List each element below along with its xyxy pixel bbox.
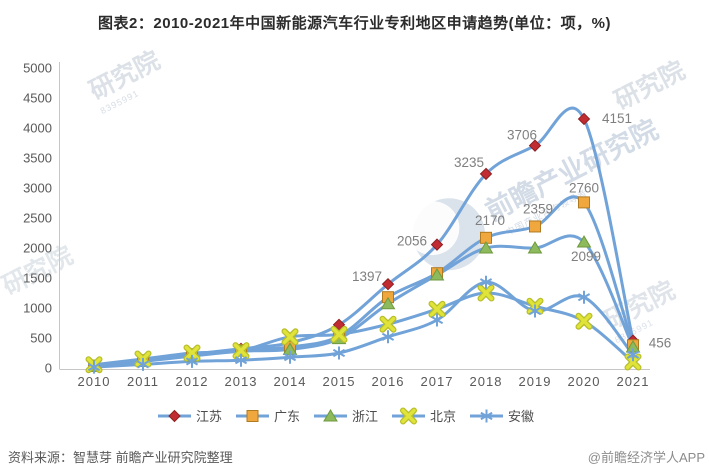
y-tick-label: 1500 <box>23 271 52 286</box>
x-tick-label: 2015 <box>323 374 356 389</box>
watermark-logo-cut <box>405 201 460 256</box>
axis-labels: 0 500 1000 1500 2000 2500 3000 3500 4000 4500 5000… <box>23 61 650 390</box>
triangle-marker-zhejiang <box>380 296 396 310</box>
legend-label-guangdong: 广东 <box>274 409 300 424</box>
y-tick-label: 2000 <box>23 241 52 256</box>
diamond-marker-jiangsu <box>577 112 591 126</box>
asterisk-marker-anhui <box>381 330 395 344</box>
x-marker-beijing <box>184 345 200 361</box>
data-label-guangdong-2019: 2359 <box>523 201 553 216</box>
asterisk-marker-anhui <box>626 348 640 362</box>
asterisk-marker-anhui <box>577 290 591 304</box>
x-marker-beijing <box>380 316 396 332</box>
x-tick-label: 2010 <box>78 374 111 389</box>
footer-source: 资料来源：智慧芽 前瞻产业研究院整理 <box>8 450 233 465</box>
data-label-jiangsu-2019: 3706 <box>507 128 537 143</box>
x-marker-beijing <box>429 301 445 317</box>
triangle-marker-zhejiang <box>429 268 445 281</box>
data-label-jiangsu-2017: 2056 <box>397 234 427 249</box>
diamond-marker-jiangsu <box>479 167 493 181</box>
data-label-jiangsu-2018: 3235 <box>454 155 484 170</box>
square-marker-guangdong <box>578 196 590 209</box>
y-tick-label: 0 <box>45 361 52 376</box>
y-tick-label: 4500 <box>23 91 52 106</box>
footer-credit: @前瞻经济学人APP <box>587 450 705 465</box>
legend-item-guangdong: 广东 <box>236 409 300 424</box>
y-tick-label: 3500 <box>23 151 52 166</box>
chart-title: 图表2：2010-2021年中国新能源汽车行业专利地区申请趋势(单位：项，%) <box>98 15 611 32</box>
square-marker-guangdong <box>246 410 259 422</box>
legend-item-anhui: 安徽 <box>470 409 534 424</box>
legend-item-beijing: 北京 <box>392 407 456 425</box>
x-tick-label: 2011 <box>127 374 159 389</box>
series-layer <box>85 106 642 374</box>
x-tick-label: 2013 <box>225 374 258 389</box>
square-marker-guangdong <box>529 220 541 233</box>
data-label-jiangsu-2020: 4151 <box>602 111 632 126</box>
asterisk-marker-anhui <box>234 353 248 367</box>
triangle-marker-zhejiang <box>323 409 338 422</box>
diamond-marker-jiangsu <box>381 277 395 291</box>
data-label-guangdong-2018: 2170 <box>475 213 505 228</box>
x-tick-label: 2014 <box>274 374 307 389</box>
x-marker-beijing <box>625 354 641 370</box>
asterisk-marker-anhui <box>136 357 150 371</box>
asterisk-marker-anhui <box>528 304 542 318</box>
diamond-marker-jiangsu <box>430 238 444 251</box>
x-tick-label: 2021 <box>617 374 650 389</box>
x-tick-label: 2016 <box>372 374 405 389</box>
legend-label-beijing: 北京 <box>430 409 456 424</box>
x-marker-beijing <box>478 285 494 301</box>
asterisk-marker-anhui <box>479 275 493 289</box>
triangle-marker-zhejiang <box>527 241 543 254</box>
y-tick-label: 4000 <box>23 121 52 136</box>
x-tick-label: 2019 <box>519 374 552 389</box>
x-tick-label: 2012 <box>176 374 209 389</box>
x-marker-beijing <box>401 408 416 424</box>
series-line-beijing <box>92 291 635 367</box>
x-marker-beijing <box>331 327 347 342</box>
watermark-fragment-topright: 研究院 <box>610 55 690 115</box>
x-tick-label: 2018 <box>470 374 503 389</box>
data-label-zhejiang-2020: 2099 <box>571 249 601 264</box>
data-label-jiangsu-2016: 1397 <box>352 269 382 284</box>
patent-trend-chart: 研究院 8395991 研究院 研究院 研究院 8395991 前瞻产业研究院 … <box>0 45 690 425</box>
series-line-jiangsu <box>92 106 635 368</box>
diamond-marker-jiangsu <box>168 409 181 423</box>
legend-label-anhui: 安徽 <box>508 409 534 424</box>
diamond-marker-jiangsu <box>528 139 542 152</box>
data-labels: 1397 2056 3235 3706 4151 456 2170 2359 2760 2099 <box>352 111 671 351</box>
y-tick-label: 500 <box>30 331 52 346</box>
triangle-marker-zhejiang <box>478 241 494 254</box>
x-tick-label: 2020 <box>568 374 601 389</box>
legend-item-jiangsu: 江苏 <box>158 409 222 424</box>
asterisk-marker-anhui <box>480 409 493 423</box>
y-tick-label: 1000 <box>23 301 52 316</box>
x-tick-label: 2017 <box>421 374 454 389</box>
x-marker-beijing <box>576 313 592 329</box>
y-tick-label: 2500 <box>23 211 52 226</box>
legend-label-zhejiang: 浙江 <box>352 409 378 424</box>
x-marker-beijing <box>233 343 249 358</box>
triangle-marker-zhejiang <box>576 235 592 248</box>
asterisk-marker-anhui <box>283 350 297 364</box>
x-marker-beijing <box>282 329 298 345</box>
asterisk-marker-anhui <box>185 354 199 368</box>
legend-label-jiangsu: 江苏 <box>196 409 222 424</box>
asterisk-marker-anhui <box>430 313 444 327</box>
y-tick-label: 3000 <box>23 181 52 196</box>
data-label-guangdong-2020: 2760 <box>569 180 599 195</box>
legend-item-zhejiang: 浙江 <box>314 409 378 424</box>
legend: 江苏 广东 浙江 北京 安徽 <box>158 407 534 425</box>
y-tick-label: 5000 <box>23 61 52 76</box>
asterisk-marker-anhui <box>87 360 101 374</box>
asterisk-marker-anhui <box>332 346 346 360</box>
data-label-jiangsu-2021: 456 <box>649 336 672 351</box>
